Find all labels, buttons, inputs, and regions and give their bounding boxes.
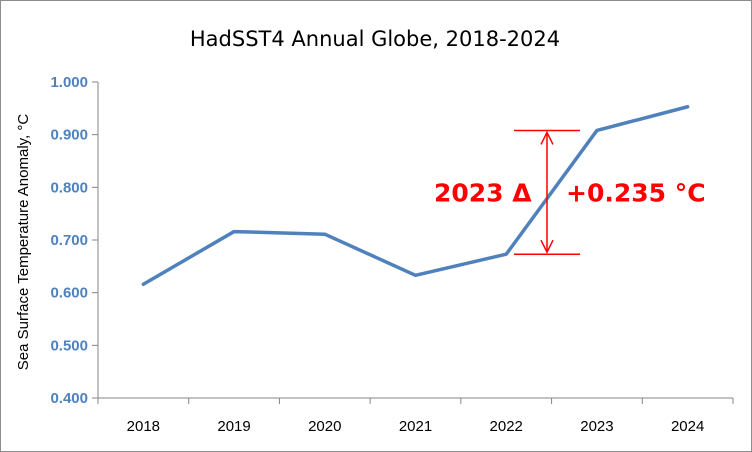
y-tick-label: 0.700 [50,232,88,249]
x-tick-label: 2019 [217,418,250,435]
y-tick-label: 1.000 [50,74,88,91]
annotation-arrow-up-icon [540,130,554,145]
chart-title: HadSST4 Annual Globe, 2018-2024 [190,27,560,51]
x-tick-label: 2020 [308,418,341,435]
annotation-label: 2023 Δ [434,178,532,207]
y-tick-label: 0.400 [50,390,88,407]
annotation-arrow-down-icon [540,239,554,254]
x-tick-label: 2024 [671,418,704,435]
y-tick-label: 0.900 [50,127,88,144]
series-line [141,105,690,286]
y-tick-label: 0.800 [50,179,88,196]
x-tick-label: 2023 [580,418,613,435]
y-axis-label: Sea Surface Temperature Anomaly, °C [15,114,32,371]
x-tick-label: 2018 [127,418,160,435]
series-group [141,105,690,286]
annotation-group: 2023 Δ +0.235 °C [434,129,706,255]
axes: 1.000 0.900 0.800 0.700 0.600 0.500 0.400 2018 2… [50,74,734,435]
x-tick-label: 2021 [399,418,432,435]
y-tick-label: 0.600 [50,285,88,302]
annotation-value: +0.235 °C [566,178,706,207]
x-tick-label: 2022 [490,418,523,435]
y-tick-label: 0.500 [50,337,88,354]
